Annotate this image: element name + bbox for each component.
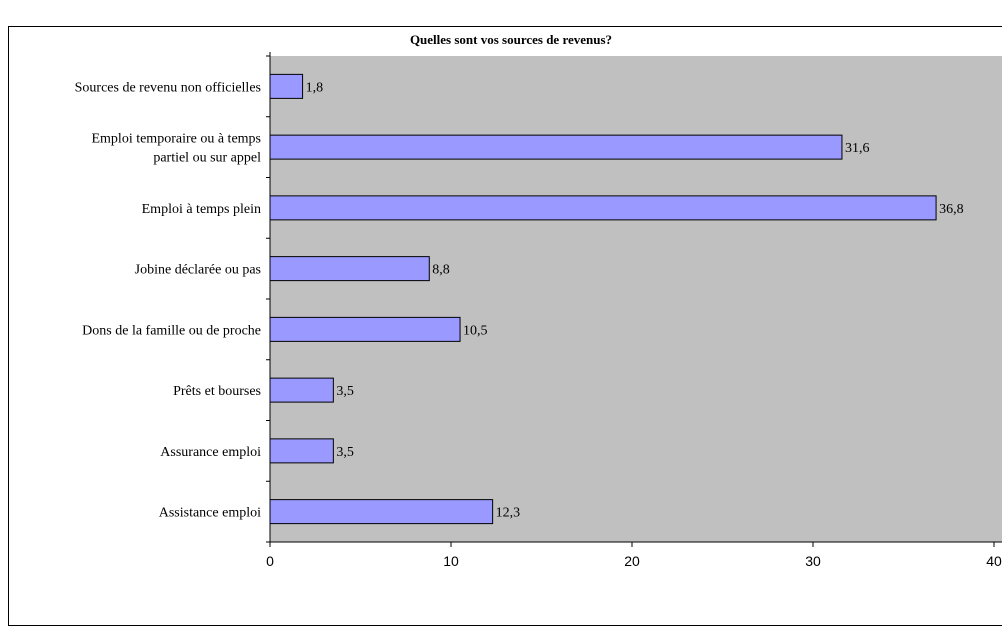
chart-title: Quelles sont vos sources de revenus? bbox=[410, 32, 612, 47]
value-label: 36,8 bbox=[939, 202, 964, 217]
category-label: Assurance emploi bbox=[160, 445, 261, 460]
value-label: 8,8 bbox=[432, 263, 450, 278]
category-label: partiel ou sur appel bbox=[153, 151, 261, 166]
bar bbox=[269, 134, 843, 160]
category-label: Prêts et bourses bbox=[173, 384, 261, 399]
bar-chart: Quelles sont vos sources de revenus? 0 10… bbox=[75, 32, 1002, 569]
x-axis: 0 10 20 30 40 bbox=[266, 541, 1002, 569]
value-label: 3,5 bbox=[336, 384, 354, 399]
value-label: 12,3 bbox=[496, 506, 521, 521]
y-axis bbox=[266, 52, 271, 543]
x-tick-label: 20 bbox=[624, 553, 640, 569]
category-label: Emploi temporaire ou à temps bbox=[91, 132, 261, 147]
value-label: 10,5 bbox=[463, 323, 488, 338]
bar bbox=[269, 73, 304, 99]
bars bbox=[269, 73, 937, 525]
plot-area bbox=[270, 56, 1002, 542]
category-label: Assistance emploi bbox=[159, 506, 261, 521]
x-tick-label: 10 bbox=[443, 553, 459, 569]
x-tick-label: 40 bbox=[986, 553, 1002, 569]
category-labels: Sources de revenu non officielles Emploi … bbox=[75, 80, 261, 520]
value-labels: 1,8 31,6 36,8 8,8 10,5 3,5 3,5 12,3 bbox=[306, 80, 964, 520]
category-label: Sources de revenu non officielles bbox=[75, 80, 261, 95]
bar bbox=[269, 438, 334, 464]
bar bbox=[269, 377, 334, 403]
category-label: Dons de la famille ou de proche bbox=[82, 323, 261, 338]
value-label: 3,5 bbox=[336, 445, 354, 460]
bar bbox=[269, 256, 430, 282]
bar bbox=[269, 195, 937, 221]
category-label: Emploi à temps plein bbox=[142, 202, 261, 217]
bar bbox=[269, 316, 461, 342]
x-tick-label: 30 bbox=[805, 553, 821, 569]
category-label: Jobine déclarée ou pas bbox=[135, 263, 261, 278]
x-tick-label: 0 bbox=[266, 553, 274, 569]
value-label: 31,6 bbox=[845, 141, 870, 156]
value-label: 1,8 bbox=[306, 80, 324, 95]
bar bbox=[269, 499, 494, 525]
